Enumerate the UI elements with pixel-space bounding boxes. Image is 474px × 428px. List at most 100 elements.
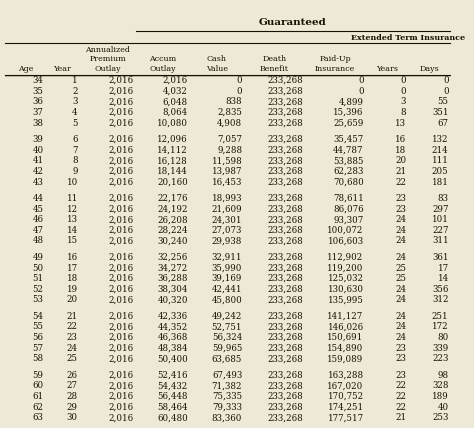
Text: 21: 21	[395, 167, 406, 176]
Text: 2,016: 2,016	[109, 264, 134, 273]
Text: 56: 56	[33, 333, 44, 342]
Text: 93,307: 93,307	[333, 215, 364, 224]
Text: 4,899: 4,899	[338, 98, 364, 107]
Text: 163,288: 163,288	[328, 371, 364, 380]
Text: 2,016: 2,016	[109, 215, 134, 224]
Text: 16: 16	[66, 253, 78, 262]
Text: 0: 0	[401, 87, 406, 96]
Text: 23: 23	[67, 333, 78, 342]
Text: 227: 227	[432, 226, 448, 235]
Text: 119,200: 119,200	[327, 264, 364, 273]
Text: 2,016: 2,016	[109, 119, 134, 128]
Text: 14: 14	[438, 274, 448, 283]
Text: 53,885: 53,885	[333, 156, 364, 165]
Text: 55: 55	[33, 322, 44, 331]
Text: 2,016: 2,016	[109, 381, 134, 390]
Text: 18,993: 18,993	[212, 194, 242, 203]
Text: 44,352: 44,352	[158, 322, 188, 331]
Text: 60,480: 60,480	[157, 413, 188, 422]
Text: 177,517: 177,517	[328, 413, 364, 422]
Text: 233,268: 233,268	[267, 354, 303, 363]
Text: 328: 328	[432, 381, 448, 390]
Text: 42,336: 42,336	[158, 312, 188, 321]
Text: 42,441: 42,441	[212, 285, 242, 294]
Text: 25: 25	[67, 354, 78, 363]
Text: 174,251: 174,251	[328, 403, 364, 412]
Text: 39,169: 39,169	[212, 274, 242, 283]
Text: 2,016: 2,016	[109, 344, 134, 353]
Text: Death
Benefit: Death Benefit	[260, 55, 289, 73]
Text: 2,016: 2,016	[109, 253, 134, 262]
Text: 233,268: 233,268	[267, 312, 303, 321]
Text: 37: 37	[33, 108, 44, 117]
Text: 39: 39	[33, 135, 44, 144]
Text: 36: 36	[33, 98, 44, 107]
Text: 18,144: 18,144	[157, 167, 188, 176]
Text: 233,268: 233,268	[267, 322, 303, 331]
Text: 28,224: 28,224	[157, 226, 188, 235]
Text: 48,384: 48,384	[157, 344, 188, 353]
Text: 2,016: 2,016	[109, 98, 134, 107]
Text: 24: 24	[395, 333, 406, 342]
Text: 30: 30	[67, 413, 78, 422]
Text: 54: 54	[33, 312, 44, 321]
Text: 9,288: 9,288	[217, 146, 242, 155]
Text: 135,995: 135,995	[328, 295, 364, 304]
Text: 43: 43	[33, 178, 44, 187]
Text: 62: 62	[33, 403, 44, 412]
Text: 24,192: 24,192	[157, 205, 188, 214]
Text: 5: 5	[72, 119, 78, 128]
Text: 26: 26	[67, 371, 78, 380]
Text: 2,016: 2,016	[109, 285, 134, 294]
Text: Extended Term Insurance: Extended Term Insurance	[351, 34, 465, 42]
Text: 12,096: 12,096	[157, 135, 188, 144]
Text: 233,268: 233,268	[267, 333, 303, 342]
Text: 101: 101	[432, 215, 448, 224]
Text: 10,080: 10,080	[157, 119, 188, 128]
Text: 24: 24	[395, 215, 406, 224]
Text: 361: 361	[432, 253, 448, 262]
Text: 25,659: 25,659	[333, 119, 364, 128]
Text: 6,048: 6,048	[163, 98, 188, 107]
Text: 253: 253	[432, 413, 448, 422]
Text: Annualized
Premium
Outlay: Annualized Premium Outlay	[85, 46, 130, 73]
Text: 58,464: 58,464	[157, 403, 188, 412]
Text: 356: 356	[432, 285, 448, 294]
Text: 2,016: 2,016	[109, 108, 134, 117]
Text: 24: 24	[395, 236, 406, 246]
Text: 18: 18	[66, 274, 78, 283]
Text: 233,268: 233,268	[267, 226, 303, 235]
Text: 0: 0	[358, 76, 364, 85]
Text: 1: 1	[72, 76, 78, 85]
Text: 32,256: 32,256	[158, 253, 188, 262]
Text: 32,911: 32,911	[212, 253, 242, 262]
Text: 62,283: 62,283	[333, 167, 364, 176]
Text: Age: Age	[18, 65, 33, 73]
Text: 57: 57	[33, 344, 44, 353]
Text: 35: 35	[33, 87, 44, 96]
Text: 2,016: 2,016	[109, 146, 134, 155]
Text: 214: 214	[432, 146, 448, 155]
Text: 233,268: 233,268	[267, 253, 303, 262]
Text: 22,176: 22,176	[157, 194, 188, 203]
Text: 311: 311	[432, 236, 448, 246]
Text: 2,016: 2,016	[109, 274, 134, 283]
Text: 21: 21	[66, 312, 78, 321]
Text: 25: 25	[395, 264, 406, 273]
Text: 21: 21	[395, 413, 406, 422]
Text: 2,016: 2,016	[109, 392, 134, 401]
Text: 233,268: 233,268	[267, 413, 303, 422]
Text: 41: 41	[32, 156, 44, 165]
Text: 233,268: 233,268	[267, 178, 303, 187]
Text: 49: 49	[33, 253, 44, 262]
Text: 44: 44	[33, 194, 44, 203]
Text: 98: 98	[438, 371, 448, 380]
Text: 8,064: 8,064	[163, 108, 188, 117]
Text: 60: 60	[32, 381, 44, 390]
Text: 4,908: 4,908	[217, 119, 242, 128]
Text: 233,268: 233,268	[267, 194, 303, 203]
Text: 233,268: 233,268	[267, 381, 303, 390]
Text: 132: 132	[432, 135, 448, 144]
Text: 14,112: 14,112	[157, 146, 188, 155]
Text: 2,016: 2,016	[109, 403, 134, 412]
